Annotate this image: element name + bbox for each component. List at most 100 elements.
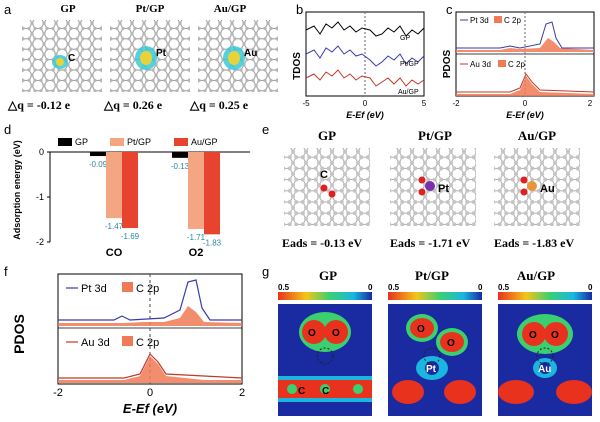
svg-text:C 2p: C 2p: [136, 283, 159, 295]
bar-pt-gp: [188, 152, 204, 229]
svg-text:O: O: [417, 324, 425, 335]
charge-transfer-pt: △q = 0.26 e: [104, 98, 163, 112]
svg-text:C 2p: C 2p: [136, 337, 159, 349]
panel-a-title-au: Au/GP: [213, 3, 247, 15]
y-tick-label: -1: [36, 192, 44, 202]
legend-label: Pt/GP: [127, 137, 151, 147]
svg-text:0.5: 0.5: [498, 284, 510, 292]
bar-value-label: -0.09: [89, 160, 108, 169]
panel-f-xlabel: E-Ef (eV): [123, 401, 177, 416]
svg-text:Au 3d: Au 3d: [81, 337, 110, 349]
legend-swatch: [58, 138, 72, 146]
bar-value-label: -0.13: [171, 162, 190, 171]
tdos-legend-gp: GP: [400, 35, 410, 42]
svg-text:Au 3d: Au 3d: [470, 60, 491, 69]
pt-atom: [425, 181, 435, 191]
panel-e-structures: C Pt Au: [284, 148, 580, 226]
panel-a-title-gp: GP: [60, 3, 76, 15]
tdos-line-gp: [305, 21, 425, 37]
panel-f-legend-top: Pt 3d C 2p: [66, 282, 159, 295]
adsorption-energy-pt: Eads = -1.71 eV: [390, 236, 471, 250]
panel-c-xtick: -2: [452, 99, 460, 108]
colorbar: [498, 292, 592, 300]
svg-text:C 2p: C 2p: [504, 16, 521, 25]
charge-transfer-au: △q = 0.25 e: [190, 98, 249, 112]
panel-e-label: e: [262, 122, 270, 137]
panel-b-xtick: 5: [422, 99, 426, 108]
elf-map-gp: 0.5 0 O O C C: [278, 284, 373, 416]
bar-value-label: -1.47: [105, 222, 124, 231]
panel-e-title-pt: Pt/GP: [418, 128, 452, 143]
panel-b-xtick: -5: [302, 99, 310, 108]
svg-text:Pt 3d: Pt 3d: [470, 16, 489, 25]
panel-f-xtick: 0: [147, 387, 153, 399]
panel-g-label: g: [262, 264, 270, 279]
panel-c-xtick: 2: [588, 99, 593, 108]
svg-text:0.5: 0.5: [278, 284, 290, 292]
oxygen-atom: [328, 190, 336, 198]
au-3d-line: [456, 73, 595, 93]
structure-pt-gp: Pt: [110, 20, 190, 92]
panel-b-xtick: 0: [363, 99, 368, 108]
panel-c-pdos-plot: PDOS Pt 3d C 2p Au 3d C 2p -2 0 2 E-Ef (…: [442, 11, 595, 120]
panel-g-title-gp: GP: [318, 268, 338, 283]
panel-f-ylabel: PDOS: [11, 314, 27, 354]
adsorption-structure-gp: C: [284, 148, 370, 226]
y-tick-label: -2: [36, 237, 44, 247]
tdos-line-au-gp: [305, 69, 425, 87]
colorbar: [278, 292, 372, 300]
svg-text:O: O: [308, 328, 316, 339]
f-pt-3d-line: [58, 279, 242, 321]
adsorption-structure-au-gp: Au: [494, 148, 580, 226]
svg-text:O: O: [529, 330, 537, 341]
y-tick-label: 0: [39, 147, 44, 157]
bar-au-gp: [122, 152, 138, 229]
atom-label-c: C: [68, 53, 75, 64]
svg-text:O: O: [551, 330, 559, 341]
panel-a-title-pt: Pt/GP: [135, 3, 165, 15]
svg-text:O: O: [332, 328, 340, 339]
structure-gp: C: [22, 20, 102, 92]
bar-gp: [172, 152, 188, 158]
svg-text:Au: Au: [540, 183, 555, 195]
panel-g-title-pt: Pt/GP: [415, 268, 449, 283]
panel-d-label: d: [4, 122, 12, 137]
panel-c-legend-bottom: Au 3d C 2p: [460, 60, 525, 69]
oxygen-atom: [520, 176, 528, 184]
panel-d-ylabel: Adsorption energy (eV): [12, 140, 22, 240]
panel-c-ylabel: PDOS: [442, 50, 453, 79]
f-au-3d-line: [58, 352, 243, 379]
oxygen-atom: [418, 188, 426, 196]
svg-text:Pt: Pt: [426, 364, 437, 375]
category-label-co: CO: [106, 247, 123, 259]
legend-label: GP: [75, 137, 88, 147]
panel-b-tdos-plot: TDOS GP Pt/GP Au/GP -5 0 5 E-Ef (eV): [292, 11, 426, 120]
panel-e-title-au: Au/GP: [517, 128, 557, 143]
bar-pt-gp: [106, 152, 122, 219]
panel-f-label: f: [4, 264, 8, 279]
bar-au-gp: [204, 152, 220, 235]
bar-gp: [90, 152, 106, 157]
oxygen-atom: [320, 184, 328, 192]
svg-text:C: C: [320, 169, 328, 181]
bar-value-label: -1.83: [203, 238, 222, 247]
tdos-legend-pt-gp: Pt/GP: [400, 61, 419, 68]
panel-a-label: a: [4, 2, 12, 17]
panel-f-xtick: -2: [53, 387, 63, 399]
panel-e-title-gp: GP: [317, 128, 337, 143]
panel-c-label: c: [446, 2, 453, 17]
panel-b-ylabel: TDOS: [292, 52, 303, 80]
adsorption-energy-gp: Eads = -0.13 eV: [282, 236, 363, 250]
panel-f-legend-bottom: Au 3d C 2p: [66, 336, 159, 349]
pt-3d-line: [456, 21, 594, 49]
elf-map-pt-gp: 0.5 0 O O Pt: [388, 284, 483, 416]
bar-value-label: -1.71: [187, 233, 206, 242]
svg-text:C: C: [322, 386, 329, 397]
svg-text:Pt 3d: Pt 3d: [81, 283, 107, 295]
svg-text:C 2p: C 2p: [508, 60, 525, 69]
svg-text:0: 0: [588, 284, 593, 292]
panel-g-elf-maps: 0.5 0 O O C C 0.5 0 O O Pt 0.5 0: [278, 284, 593, 416]
atom-label-pt: Pt: [156, 48, 167, 59]
f-c-2p-fill-bottom: [58, 356, 242, 383]
svg-text:Pt: Pt: [438, 183, 449, 195]
